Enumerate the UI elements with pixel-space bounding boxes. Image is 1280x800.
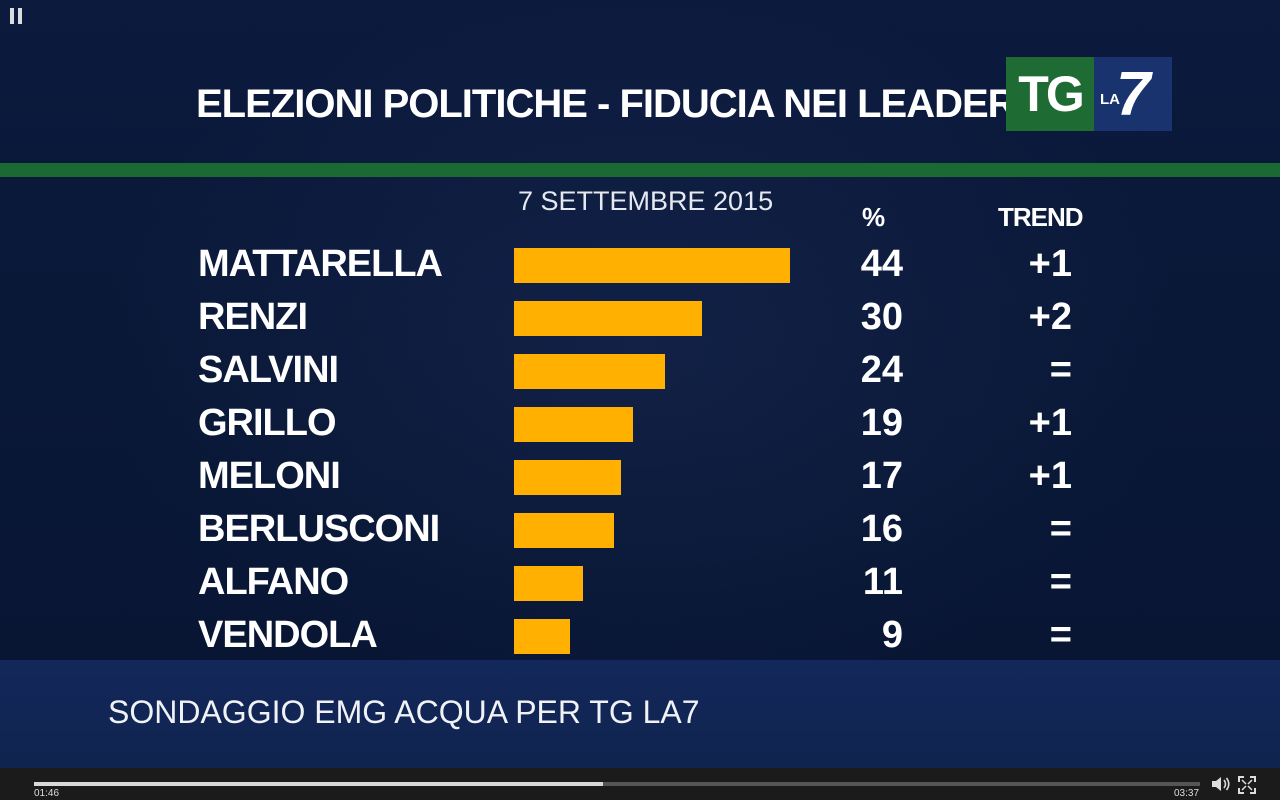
- trend-value: =: [1049, 614, 1072, 656]
- bar: [514, 460, 621, 495]
- current-time: 01:46: [34, 788, 60, 799]
- trend-value: +1: [1028, 402, 1072, 444]
- trend-value: +1: [1028, 455, 1072, 497]
- logo-la7: LA 7: [1094, 57, 1172, 131]
- percent-value: 24: [860, 349, 903, 391]
- percent-value: 44: [860, 243, 903, 285]
- leader-row: ALFANO 11 =: [0, 556, 1280, 609]
- leader-row: MELONI 17 +1: [0, 450, 1280, 503]
- leader-name: MATTARELLA: [198, 243, 443, 285]
- leader-row: GRILLO 19 +1: [0, 397, 1280, 450]
- leader-name: SALVINI: [198, 349, 339, 391]
- trend-value: =: [1049, 561, 1072, 603]
- chart-title: ELEZIONI POLITICHE - FIDUCIA NEI LEADER: [196, 82, 1017, 126]
- trend-value: =: [1049, 349, 1072, 391]
- trend-value: +1: [1028, 243, 1072, 285]
- leader-name: RENZI: [198, 296, 308, 338]
- trend-value: =: [1049, 508, 1072, 550]
- total-time: 03:37: [1174, 788, 1200, 799]
- bar: [514, 513, 615, 548]
- leader-row: VENDOLA 9 =: [0, 609, 1280, 662]
- logo-la: LA: [1100, 91, 1120, 108]
- footer-band: [0, 660, 1280, 768]
- volume-icon[interactable]: [1210, 775, 1232, 793]
- video-frame[interactable]: ELEZIONI POLITICHE - FIDUCIA NEI LEADER …: [0, 0, 1280, 768]
- seek-bar[interactable]: [34, 782, 1200, 786]
- tg-la7-logo: TG LA 7: [1006, 57, 1172, 131]
- bar: [514, 566, 583, 601]
- leader-row: MATTARELLA 44 +1: [0, 238, 1280, 291]
- leader-row: SALVINI 24 =: [0, 344, 1280, 397]
- logo-seven: 7: [1116, 60, 1151, 129]
- bar: [514, 248, 790, 283]
- pause-icon-bar-left: [10, 8, 14, 24]
- percent-value: 16: [860, 508, 903, 550]
- leader-row: RENZI 30 +2: [0, 291, 1280, 344]
- percent-value: 17: [860, 455, 903, 497]
- leader-name: GRILLO: [198, 402, 337, 444]
- fullscreen-icon[interactable]: [1238, 776, 1256, 794]
- survey-date: 7 SETTEMBRE 2015: [518, 186, 774, 216]
- bar: [514, 354, 665, 389]
- leader-name: ALFANO: [198, 561, 349, 603]
- percent-value: 30: [860, 296, 903, 338]
- percent-value: 19: [860, 402, 903, 444]
- green-divider: [0, 163, 1280, 177]
- bar: [514, 301, 703, 336]
- trend-header: TREND: [998, 202, 1084, 232]
- pause-icon-bar-right: [18, 8, 22, 24]
- seek-bar-played: [34, 782, 603, 786]
- bar: [514, 619, 571, 654]
- percent-header: %: [862, 202, 886, 232]
- logo-tg: TG: [1006, 57, 1094, 131]
- leader-row: BERLUSCONI 16 =: [0, 503, 1280, 556]
- leader-name: VENDOLA: [198, 614, 378, 656]
- pause-button[interactable]: [9, 8, 23, 24]
- leader-name: BERLUSCONI: [198, 508, 440, 550]
- bar: [514, 407, 634, 442]
- leader-name: MELONI: [198, 455, 341, 497]
- survey-source: SONDAGGIO EMG ACQUA PER TG LA7: [108, 694, 700, 730]
- trend-value: +2: [1028, 296, 1072, 338]
- percent-value: 11: [862, 561, 903, 603]
- percent-value: 9: [881, 614, 903, 656]
